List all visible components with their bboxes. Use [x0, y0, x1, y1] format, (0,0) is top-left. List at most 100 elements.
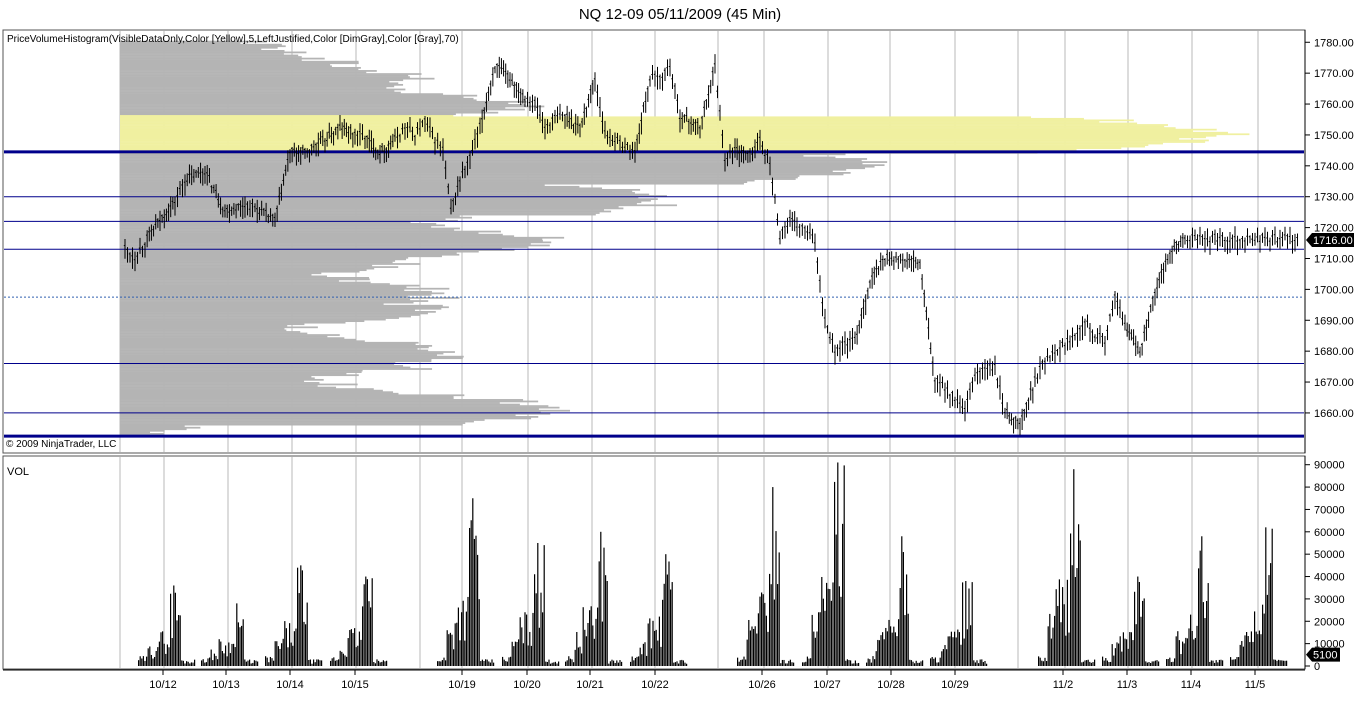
volume-bar [268, 662, 270, 666]
volume-bar [342, 653, 344, 666]
volume-bar [745, 659, 747, 666]
volume-bar [245, 661, 247, 666]
volume-bar [974, 662, 976, 666]
volume-bar [1140, 616, 1142, 666]
volume-bar [249, 659, 251, 666]
volume-bar [1047, 626, 1049, 666]
volume-bar [519, 617, 521, 666]
volume-bar [138, 660, 140, 666]
volume-bar [872, 656, 874, 666]
histogram-bar [120, 354, 437, 356]
volume-bar [352, 632, 354, 666]
histogram-bar [120, 77, 435, 80]
price-tick-label: 1670.00 [1314, 377, 1354, 389]
volume-bar [845, 660, 847, 666]
volume-bar [933, 658, 935, 666]
volume-bar [593, 638, 595, 666]
histogram-bar [120, 395, 454, 398]
histogram-bar [120, 107, 506, 109]
volume-bar [1057, 605, 1059, 666]
volume-bar [1222, 660, 1224, 666]
volume-bar [912, 661, 914, 666]
volume-bar [374, 663, 376, 666]
histogram-bar [120, 300, 429, 302]
volume-bar [767, 631, 769, 666]
volume-bar [838, 586, 840, 666]
volume-bar [759, 596, 761, 666]
volume-bar [154, 656, 156, 666]
histogram-bar [120, 414, 516, 417]
volume-bar [236, 603, 238, 666]
volume-bar [894, 632, 896, 666]
volume-bar [1196, 625, 1198, 666]
volume-bar [226, 656, 228, 666]
volume-bar [582, 607, 584, 666]
histogram-bar [120, 386, 337, 389]
volume-bar [642, 643, 644, 666]
volume-bar [189, 663, 191, 666]
volume-bar [445, 660, 447, 666]
volume-bar [634, 657, 636, 666]
histogram-bar [120, 314, 420, 316]
volume-bar [234, 647, 236, 666]
volume-bar [321, 660, 323, 666]
histogram-bar [120, 102, 509, 105]
volume-bar [904, 615, 906, 666]
volume-bar [757, 613, 759, 666]
volume-bar [786, 663, 788, 666]
histogram-bar [120, 192, 635, 194]
value-area-bar [120, 114, 454, 117]
volume-bar [231, 643, 233, 666]
histogram-bar [120, 267, 375, 270]
volume-bar [793, 662, 795, 666]
volume-bar [366, 579, 368, 666]
volume-bar [1113, 655, 1115, 666]
volume-bar [305, 624, 307, 666]
volume-bar [665, 554, 667, 666]
histogram-bar [120, 294, 432, 296]
volume-bar [756, 633, 758, 666]
histogram-bar [120, 295, 408, 298]
price-axis: 1660.00 1670.00 1680.00 1690.00 1700.00 1710.… [1304, 30, 1354, 453]
histogram-bar [120, 190, 633, 193]
volume-bar [1135, 624, 1137, 666]
volume-bar [1054, 615, 1056, 666]
volume-bar [1153, 661, 1155, 666]
volume-bar [1126, 639, 1128, 666]
histogram-bar [120, 360, 432, 363]
histogram-bar [120, 205, 619, 208]
volume-bar [939, 657, 941, 666]
histogram-bar [120, 357, 463, 360]
time-tick-label: 10/12 [149, 679, 177, 691]
volume-bar [453, 649, 455, 666]
volume-bar [585, 636, 587, 666]
volume-bar [684, 662, 686, 666]
volume-bar [213, 653, 215, 666]
horizontal-levels [4, 150, 1304, 438]
volume-bar [569, 658, 571, 666]
histogram-bar [120, 187, 603, 190]
histogram-bar [120, 343, 416, 346]
volume-bar [241, 625, 243, 666]
volume-bar [577, 647, 579, 666]
volume-bar [788, 660, 790, 666]
volume-bar [358, 631, 360, 666]
volume-bar [204, 662, 206, 666]
volume-bar [581, 653, 583, 666]
price-tick-label: 1700.00 [1314, 284, 1354, 296]
histogram-bar [120, 283, 390, 285]
volume-bar [1114, 648, 1116, 666]
histogram-bar [120, 380, 305, 383]
value-area-bar [120, 131, 1228, 134]
volume-bar [317, 659, 319, 666]
volume-bar [886, 631, 888, 666]
histogram-bar [120, 210, 612, 213]
volume-bar [1062, 587, 1064, 666]
volume-bar [589, 610, 591, 666]
volume-bar [668, 561, 670, 666]
time-tick-label: 10/29 [941, 679, 969, 691]
volume-bar [524, 612, 526, 666]
histogram-bar [120, 241, 552, 244]
volume-bar [1190, 614, 1192, 666]
volume-bar [791, 662, 793, 666]
